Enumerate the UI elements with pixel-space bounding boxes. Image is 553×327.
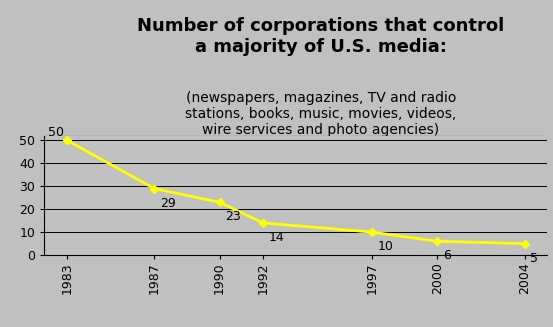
Text: 10: 10	[378, 240, 394, 253]
Text: 50: 50	[48, 126, 64, 139]
Text: 29: 29	[160, 197, 175, 210]
Text: 6: 6	[443, 250, 451, 262]
Text: Number of corporations that control
a majority of U.S. media:: Number of corporations that control a ma…	[137, 17, 505, 56]
Text: 5: 5	[530, 252, 538, 265]
Text: (newspapers, magazines, TV and radio
stations, books, music, movies, videos,
wir: (newspapers, magazines, TV and radio sta…	[185, 91, 457, 137]
Text: 23: 23	[225, 210, 241, 223]
Text: 14: 14	[269, 231, 284, 244]
